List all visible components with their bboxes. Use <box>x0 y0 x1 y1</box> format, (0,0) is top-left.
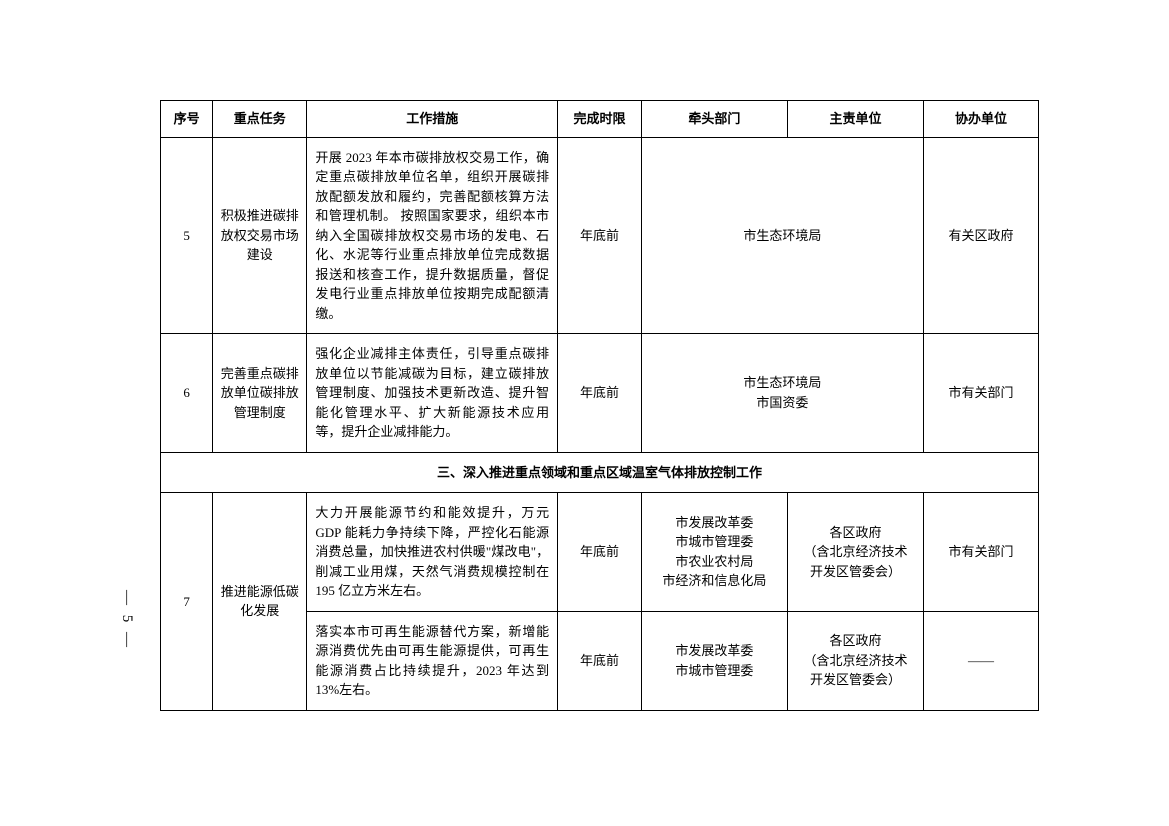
table-section-row: 三、深入推进重点领域和重点区域温室气体排放控制工作 <box>161 452 1039 493</box>
page-number: — 5 — <box>118 590 135 650</box>
header-responsible: 主责单位 <box>788 101 924 138</box>
cell-seq: 6 <box>161 334 213 453</box>
cell-assist: —— <box>923 611 1038 710</box>
table-row: 6 完善重点碳排放单位碳排放管理制度 强化企业减排主体责任，引导重点碳排放单位以… <box>161 334 1039 453</box>
cell-measure: 落实本市可再生能源替代方案，新增能源消费优先由可再生能源提供，可再生能源消费占比… <box>307 611 558 710</box>
cell-seq: 7 <box>161 493 213 711</box>
cell-task: 积极推进碳排放权交易市场建设 <box>213 137 307 334</box>
cell-measure: 大力开展能源节约和能效提升，万元GDP 能耗力争持续下降，严控化石能源消费总量，… <box>307 493 558 612</box>
cell-responsible: 各区政府 （含北京经济技术 开发区管委会） <box>788 493 924 612</box>
cell-task: 推进能源低碳化发展 <box>213 493 307 711</box>
table-row: 5 积极推进碳排放权交易市场建设 开展 2023 年本市碳排放权交易工作，确定重… <box>161 137 1039 334</box>
cell-assist: 有关区政府 <box>923 137 1038 334</box>
task-table: 序号 重点任务 工作措施 完成时限 牵头部门 主责单位 协办单位 5 积极推进碳… <box>160 100 1039 711</box>
cell-assist: 市有关部门 <box>923 334 1038 453</box>
cell-measure: 强化企业减排主体责任，引导重点碳排放单位以节能减碳为目标，建立碳排放管理制度、加… <box>307 334 558 453</box>
cell-deadline: 年底前 <box>558 137 642 334</box>
header-lead: 牵头部门 <box>641 101 787 138</box>
cell-lead: 市生态环境局 市国资委 <box>641 334 923 453</box>
cell-task: 完善重点碳排放单位碳排放管理制度 <box>213 334 307 453</box>
cell-measure: 开展 2023 年本市碳排放权交易工作，确定重点碳排放单位名单，组织开展碳排放配… <box>307 137 558 334</box>
cell-responsible: 各区政府 （含北京经济技术 开发区管委会） <box>788 611 924 710</box>
cell-lead: 市生态环境局 <box>641 137 923 334</box>
cell-lead: 市发展改革委 市城市管理委 <box>641 611 787 710</box>
table-header-row: 序号 重点任务 工作措施 完成时限 牵头部门 主责单位 协办单位 <box>161 101 1039 138</box>
cell-deadline: 年底前 <box>558 611 642 710</box>
cell-deadline: 年底前 <box>558 334 642 453</box>
header-seq: 序号 <box>161 101 213 138</box>
header-task: 重点任务 <box>213 101 307 138</box>
cell-lead: 市发展改革委 市城市管理委 市农业农村局 市经济和信息化局 <box>641 493 787 612</box>
cell-deadline: 年底前 <box>558 493 642 612</box>
table-row: 7 推进能源低碳化发展 大力开展能源节约和能效提升，万元GDP 能耗力争持续下降… <box>161 493 1039 612</box>
header-measure: 工作措施 <box>307 101 558 138</box>
cell-seq: 5 <box>161 137 213 334</box>
header-assist: 协办单位 <box>923 101 1038 138</box>
section-header: 三、深入推进重点领域和重点区域温室气体排放控制工作 <box>161 452 1039 493</box>
cell-assist: 市有关部门 <box>923 493 1038 612</box>
header-deadline: 完成时限 <box>558 101 642 138</box>
